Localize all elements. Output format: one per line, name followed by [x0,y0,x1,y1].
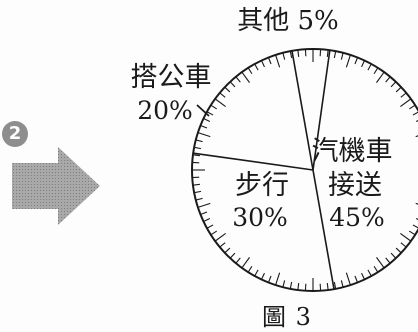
tick-mark [345,272,351,286]
tick-mark [254,269,259,277]
tick-mark [235,257,241,264]
pie-outline [191,48,418,292]
tick-mark [192,183,200,186]
tick-mark [400,92,407,98]
tick-mark [390,252,397,259]
tick-mark [197,202,211,208]
tick-mark [400,98,412,107]
tick-mark [260,60,265,68]
tick-mark [415,218,418,221]
tick-mark [361,272,366,280]
tick-mark [241,257,250,269]
tick-mark [194,146,202,150]
tick-mark [367,63,372,71]
tick-mark [326,283,329,291]
slice-boundary [312,50,331,171]
tick-mark [390,81,397,88]
tick-mark [354,275,359,283]
label-walk: 步行 [235,170,289,201]
bus-leader-line [196,104,210,117]
tick-mark [247,265,253,273]
tick-mark [289,51,293,59]
tick-mark [415,119,418,122]
tick-mark [340,280,344,288]
tick-mark [229,252,236,259]
tick-mark [267,275,272,283]
tick-mark [197,132,211,138]
tick-mark [195,197,203,201]
tick-mark [267,57,272,65]
tick-mark [400,242,407,248]
tick-mark [200,124,208,129]
tick-mark [194,190,202,194]
tick-mark [395,247,402,254]
tick-mark [247,67,253,75]
figure-caption: 圖 3 [262,303,312,331]
tick-mark [219,92,226,98]
tick-mark [282,280,286,288]
tick-mark [229,81,236,88]
tick-mark [203,218,211,223]
right-arrow-icon [12,147,100,225]
tick-mark [373,67,379,75]
tick-mark [340,52,344,60]
tick-mark [385,257,391,264]
tick-mark [203,117,211,122]
step-badge: 2 [2,121,28,147]
tick-mark [385,76,391,83]
tick-mark [333,51,337,59]
tick-mark [214,233,226,242]
tick-mark [367,269,372,277]
tick-mark [297,283,300,291]
tick-mark [192,154,200,157]
tick-mark [297,49,300,57]
slice-boundary [291,50,314,171]
tick-mark [210,230,218,236]
tick-mark [412,111,418,116]
tick-mark [214,98,226,107]
slice-boundary [312,169,335,290]
tick-mark [395,86,402,93]
tick-mark [376,257,385,269]
label-car: 汽機車 [312,136,393,167]
tick-mark [206,111,214,116]
tick-mark [219,242,226,248]
tick-mark [254,63,259,71]
tick-mark [206,224,214,229]
tick-ring [192,49,418,291]
tick-mark [241,71,250,83]
tick-mark [275,272,281,286]
tick-mark [376,71,385,83]
tick-mark [333,281,337,289]
tick-mark [412,224,418,229]
tick-mark [345,54,351,68]
tick-mark [275,54,281,68]
tick-mark [224,86,231,93]
tick-mark [235,76,241,83]
slice-boundary [193,152,314,171]
tick-mark [408,230,416,236]
label-bus-pct: 20% [137,96,193,125]
label-walk-pct: 30% [232,203,288,232]
tick-mark [210,104,218,110]
tick-mark [260,272,265,280]
tick-mark [326,49,329,57]
label-bus: 搭公車 [131,62,212,93]
label-car-sub: 接送 [328,170,382,201]
pie-chart: 汽機車 接送 45% 步行 30% 搭公車 20% 其他 5% [131,6,418,292]
tick-mark [408,104,416,110]
tick-mark [200,211,208,216]
tick-mark [289,281,293,289]
label-car-pct: 45% [329,203,385,232]
tick-mark [195,139,203,143]
tick-mark [400,233,412,242]
tick-mark [354,57,359,65]
tick-mark [282,52,286,60]
label-other: 其他 5% [237,6,339,36]
tick-mark [361,60,366,68]
tick-mark [224,247,231,254]
tick-mark [373,265,379,273]
